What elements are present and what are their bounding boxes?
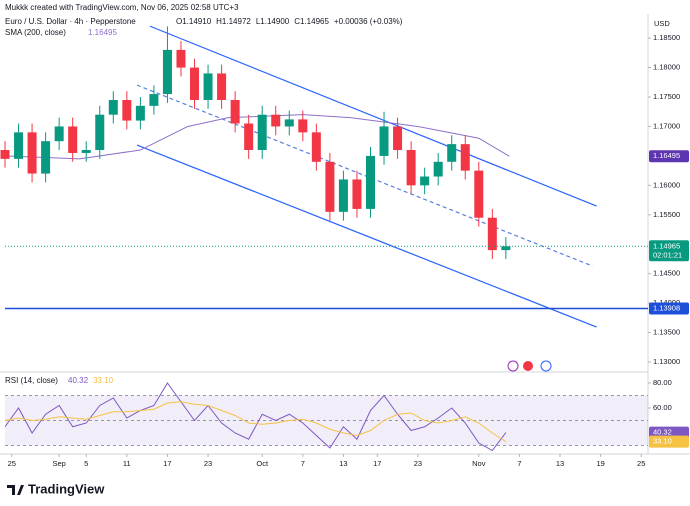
trendline <box>149 25 597 207</box>
candle-body <box>203 73 213 100</box>
x-tick-label: 13 <box>339 459 347 468</box>
x-tick-label: 17 <box>163 459 171 468</box>
x-tick-label: 17 <box>373 459 381 468</box>
candle-body <box>54 126 64 142</box>
x-tick-label: 7 <box>517 459 521 468</box>
candle-body <box>41 141 51 174</box>
last-price-box <box>649 240 689 262</box>
candle-body <box>190 67 200 100</box>
candle-body <box>433 161 443 177</box>
rsi-legend-value: 40.32 <box>68 376 89 385</box>
sma-price-label-box <box>649 150 689 163</box>
candle-body <box>474 170 484 218</box>
candle-body <box>406 150 416 186</box>
x-tick-label: 23 <box>414 459 422 468</box>
ohlc-value: +0.00036 (+0.03%) <box>334 17 403 26</box>
currency: USD <box>654 19 670 28</box>
candle-body <box>162 49 172 95</box>
candle-body <box>149 94 159 106</box>
candle-body <box>135 105 145 121</box>
candle-body <box>311 132 321 162</box>
candle-body <box>176 49 186 68</box>
candle-body <box>284 119 294 127</box>
hline-label-box <box>649 302 689 315</box>
x-tick-label: 7 <box>301 459 305 468</box>
candle-body <box>257 114 267 151</box>
credit: Mukkk created with TradingView.com, Nov … <box>5 3 239 12</box>
symbol: Euro / U.S. Dollar · 4h · Pepperstone <box>5 17 136 26</box>
sma-legend-value: 1.16495 <box>88 28 117 37</box>
candle-body <box>217 73 227 100</box>
indicator-icons <box>507 360 552 372</box>
y-tick-label: 60.00 <box>653 403 672 412</box>
ohlc-value: H1.14972 <box>216 17 251 26</box>
x-tick-label: Sep <box>52 459 65 468</box>
y-tick-label: 1.18000 <box>653 63 680 72</box>
rsi-legend-value: 33.10 <box>93 376 114 385</box>
candle-body <box>325 161 335 212</box>
candle-body <box>108 99 118 115</box>
ohlc-value: L1.14900 <box>256 17 290 26</box>
y-tick-label: 1.14500 <box>653 269 680 278</box>
x-tick-label: 25 <box>8 459 16 468</box>
sma-price-label: 1.16495 <box>653 151 680 160</box>
x-tick-label: 11 <box>123 459 131 468</box>
candle-body <box>460 144 470 171</box>
candle-body <box>447 144 457 162</box>
candle-body <box>0 150 10 159</box>
candle-body <box>393 126 403 151</box>
candle-body <box>487 217 497 251</box>
rsi-price-label: 33.10 <box>653 437 672 446</box>
y-tick-label: 1.17000 <box>653 121 680 130</box>
x-tick-label: 5 <box>84 459 88 468</box>
candle-body <box>244 123 254 151</box>
ohlc-value: C1.14965 <box>294 17 329 26</box>
candle-body <box>68 126 78 153</box>
x-tick-label: Oct <box>256 459 269 468</box>
x-tick-label: 19 <box>596 459 604 468</box>
rsi-price-label: 40.32 <box>653 428 672 437</box>
candle-body <box>365 155 375 209</box>
y-tick-label: 1.18500 <box>653 33 680 42</box>
x-tick-label: 25 <box>637 459 645 468</box>
trendline <box>136 84 593 267</box>
candle-body <box>420 176 430 186</box>
candle-body <box>95 114 105 151</box>
candle-body <box>27 132 37 174</box>
countdown: 02:01:21 <box>653 250 682 259</box>
candle-body <box>122 99 132 121</box>
y-tick-label: 1.13500 <box>653 328 680 337</box>
candle-body <box>501 246 511 251</box>
y-tick-label: 1.16000 <box>653 180 680 189</box>
y-tick-label: 80.00 <box>653 378 672 387</box>
x-tick-label: 23 <box>204 459 212 468</box>
trendline <box>136 144 597 328</box>
rsi-price-label-box <box>649 435 689 448</box>
x-tick-label: 13 <box>556 459 564 468</box>
rsi-line <box>4 401 507 443</box>
candle-body <box>338 179 348 212</box>
y-tick-label: 1.17500 <box>653 92 680 101</box>
x-tick-label: Nov <box>472 459 486 468</box>
rsi-line <box>4 382 507 452</box>
rsi-price-label-box <box>649 426 689 439</box>
candle-body <box>298 119 308 133</box>
brand: TradingView <box>28 481 105 496</box>
candle-body <box>352 179 362 209</box>
ohlc-value: O1.14910 <box>176 17 212 26</box>
y-tick-label: 1.15500 <box>653 210 680 219</box>
brand-logo: TradingView <box>7 481 105 496</box>
candle-body <box>81 150 91 153</box>
last-price-label: 1.14965 <box>653 241 680 250</box>
hline-label: 1.13908 <box>653 304 680 313</box>
candle-body <box>271 114 281 127</box>
candle-body <box>14 132 24 159</box>
sma-legend: SMA (200, close) <box>5 28 66 37</box>
rsi-title: RSI (14, close) <box>5 376 58 385</box>
candle-body <box>230 99 240 124</box>
y-tick-label: 1.13000 <box>653 357 680 366</box>
candle-body <box>379 126 389 156</box>
